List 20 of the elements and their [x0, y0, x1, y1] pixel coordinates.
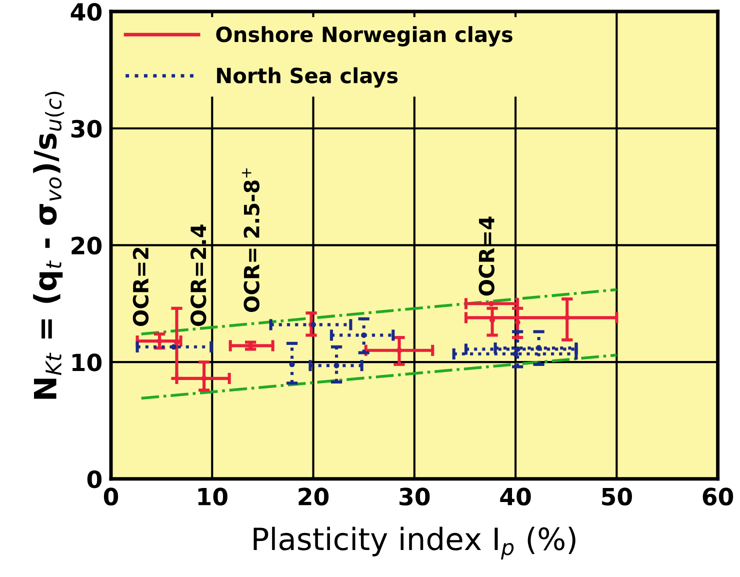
- x-tick-label: 40: [500, 488, 531, 506]
- y-axis-title: N$_{Kt}$ = (q$_{t}$ - σ$_{vo}$)/s$_{u(c)}$: [33, 92, 64, 399]
- x-tick-label: 60: [702, 488, 734, 506]
- y-tick-label: 0: [87, 470, 102, 488]
- legend-label: North Sea clays: [217, 67, 398, 88]
- x-axis-title: Plasticity index I$_{p}$ (%): [254, 526, 576, 560]
- y-tick-label: 40: [70, 2, 102, 21]
- y-tick-label: 10: [72, 354, 102, 372]
- x-tick-label: 0: [104, 488, 118, 506]
- annotation: OCR=2: [132, 248, 149, 326]
- annotation: OCR=4: [478, 216, 494, 296]
- x-tick-label: 10: [198, 488, 228, 506]
- y-tick-label: 30: [71, 120, 102, 138]
- y-tick-label: 20: [72, 236, 102, 255]
- annotation: OCR= 2.5-8$^{+}$: [242, 168, 260, 312]
- legend-label: Onshore Norwegian clays: [216, 26, 512, 46]
- x-tick-label: 20: [298, 488, 329, 506]
- x-tick-label: 30: [400, 488, 430, 506]
- x-tick-label: 50: [602, 488, 632, 506]
- annotation: OCR=2.4: [190, 224, 206, 326]
